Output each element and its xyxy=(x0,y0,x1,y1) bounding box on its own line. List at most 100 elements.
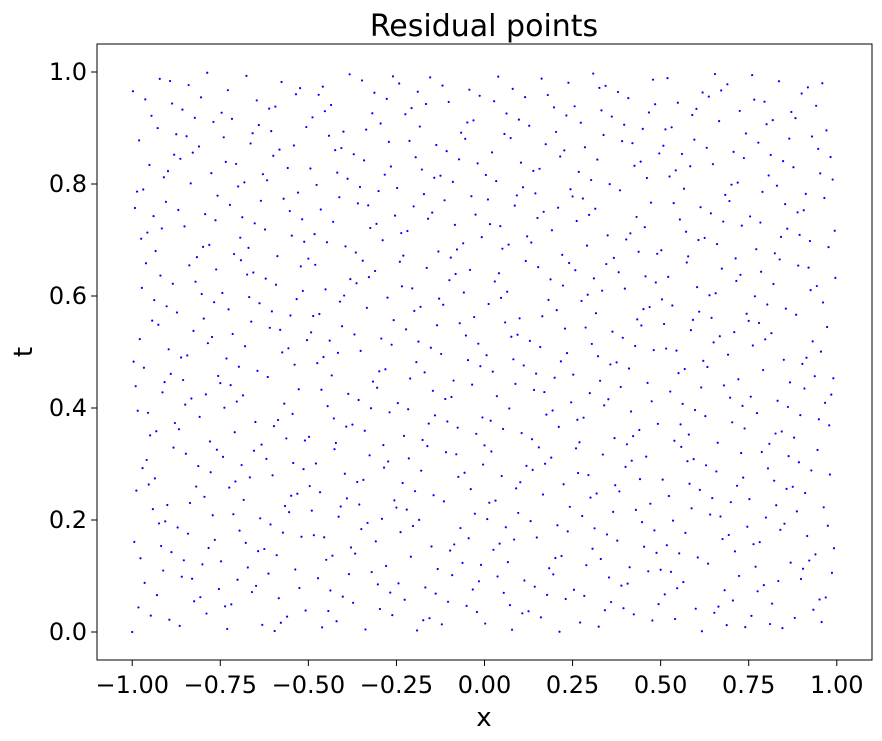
residual-point xyxy=(556,524,559,527)
y-tick-label: 0.4 xyxy=(49,394,87,422)
residual-point xyxy=(605,533,609,536)
residual-point xyxy=(468,268,472,272)
residual-point xyxy=(201,245,205,248)
residual-point xyxy=(830,571,834,574)
residual-point xyxy=(681,402,684,405)
residual-point xyxy=(568,261,571,265)
residual-point xyxy=(193,116,196,119)
residual-point xyxy=(221,291,224,295)
residual-point xyxy=(271,474,274,477)
residual-point xyxy=(364,628,367,631)
residual-point xyxy=(748,215,752,218)
residual-point xyxy=(300,535,303,538)
residual-point xyxy=(193,600,196,603)
residual-point xyxy=(437,297,441,300)
residual-point xyxy=(234,480,237,483)
residual-point xyxy=(793,436,796,439)
residual-point xyxy=(712,341,715,344)
residual-point xyxy=(175,133,178,136)
residual-point xyxy=(239,259,243,262)
residual-point xyxy=(420,469,423,472)
residual-point xyxy=(150,114,153,117)
residual-point xyxy=(597,625,600,628)
residual-point xyxy=(433,414,437,417)
residual-point xyxy=(468,88,471,91)
residual-point xyxy=(580,299,583,303)
residual-point xyxy=(715,470,718,473)
residual-point xyxy=(354,251,357,254)
residual-point xyxy=(577,170,580,173)
residual-point xyxy=(204,393,207,396)
residual-point xyxy=(485,354,488,357)
residual-point xyxy=(403,598,406,601)
residual-point xyxy=(393,214,397,217)
residual-point xyxy=(510,628,514,631)
residual-point xyxy=(415,361,418,364)
residual-point xyxy=(617,271,620,274)
residual-point xyxy=(265,457,268,460)
residual-point xyxy=(494,499,497,502)
residual-point xyxy=(395,506,398,509)
residual-point xyxy=(506,561,509,564)
residual-point xyxy=(190,397,193,400)
residual-point xyxy=(601,289,604,292)
residual-point xyxy=(337,515,340,518)
residual-point xyxy=(498,542,501,545)
residual-point xyxy=(512,358,515,361)
residual-point xyxy=(694,607,697,610)
residual-point xyxy=(539,345,542,349)
residual-point xyxy=(310,331,313,334)
residual-point xyxy=(272,154,275,157)
residual-point xyxy=(243,181,246,184)
residual-point xyxy=(285,615,289,618)
y-tick-label: 0.2 xyxy=(49,506,87,534)
residual-point xyxy=(598,86,601,89)
residual-point xyxy=(301,289,304,293)
residual-point xyxy=(373,91,376,94)
residual-point xyxy=(442,500,446,503)
residual-point xyxy=(789,561,792,564)
residual-point xyxy=(588,392,591,395)
residual-point xyxy=(506,290,509,293)
x-axis: −1.00 −0.75 −0.50 −0.25 0.00 0.25 0.50 0.75 1.00 xyxy=(95,660,863,699)
residual-point xyxy=(667,494,670,498)
residual-point xyxy=(726,83,729,86)
residual-point xyxy=(177,428,181,431)
residual-point xyxy=(457,158,461,161)
residual-point xyxy=(735,484,739,487)
residual-point xyxy=(760,450,763,454)
residual-point xyxy=(264,277,267,280)
residual-point xyxy=(236,578,239,581)
residual-point xyxy=(587,473,590,477)
residual-point xyxy=(482,463,485,466)
residual-point xyxy=(559,360,562,363)
residual-point xyxy=(459,526,462,530)
residual-point xyxy=(814,553,817,556)
residual-point xyxy=(762,584,765,587)
residual-point xyxy=(462,242,465,245)
residual-point xyxy=(713,611,716,614)
residual-point xyxy=(823,196,826,200)
residual-point xyxy=(182,378,185,382)
residual-point xyxy=(645,455,648,458)
residual-point xyxy=(293,363,296,366)
residual-point xyxy=(308,484,311,488)
residual-point xyxy=(788,381,792,384)
residual-point xyxy=(254,420,257,424)
residual-point xyxy=(190,577,194,580)
residual-point xyxy=(171,102,174,105)
residual-point xyxy=(329,589,332,592)
residual-point xyxy=(692,458,695,461)
residual-point xyxy=(545,413,548,416)
residual-point xyxy=(502,591,505,594)
residual-point xyxy=(521,612,524,615)
residual-point xyxy=(252,449,256,452)
residual-point xyxy=(616,539,619,542)
residual-point xyxy=(628,566,631,569)
residual-point xyxy=(423,371,426,374)
residual-point xyxy=(230,603,233,606)
residual-point xyxy=(434,592,437,595)
residual-point xyxy=(382,443,385,447)
residual-point xyxy=(245,74,248,77)
residual-point xyxy=(302,468,305,471)
